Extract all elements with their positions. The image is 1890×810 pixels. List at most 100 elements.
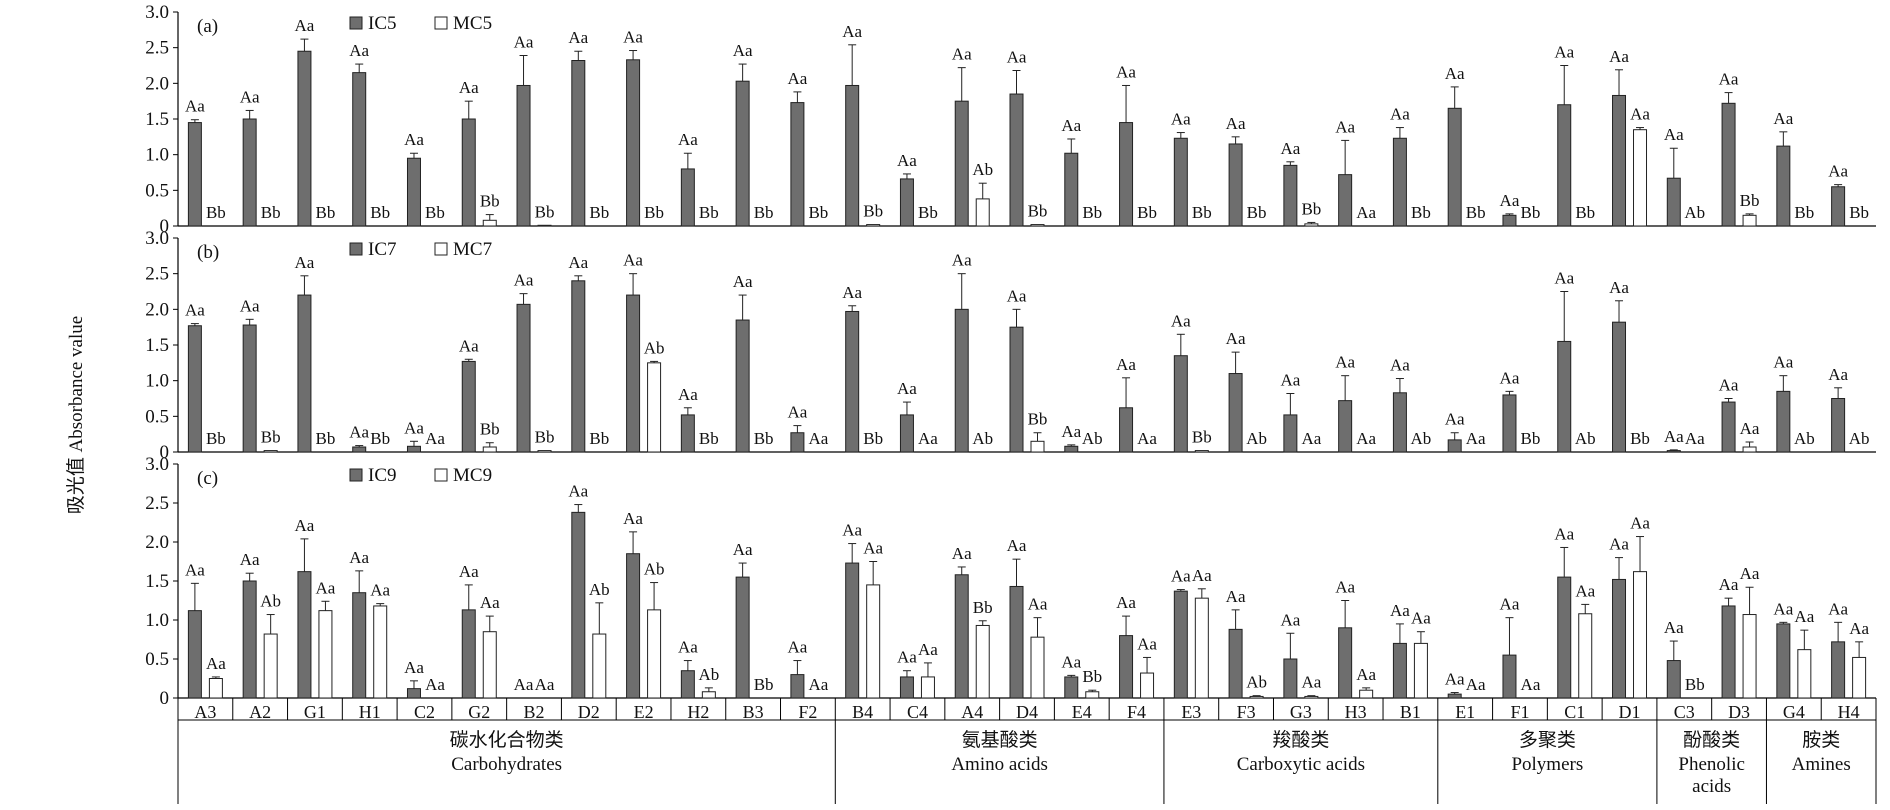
bar xyxy=(1228,143,1243,227)
bar xyxy=(1140,672,1155,699)
data-label: Aa xyxy=(240,550,260,569)
data-label: Aa xyxy=(1664,427,1684,446)
data-label: Aa xyxy=(678,385,698,404)
data-label: Aa xyxy=(1500,595,1520,614)
bar xyxy=(592,633,607,699)
data-label: Bb xyxy=(589,203,609,222)
data-label: Bb xyxy=(316,429,336,448)
data-label: Bb xyxy=(699,203,719,222)
y-tick-label: 2.5 xyxy=(145,493,169,514)
data-label: Aa xyxy=(1828,162,1848,181)
bar xyxy=(1557,576,1572,699)
data-label: Aa xyxy=(1116,355,1136,374)
data-label: Bb xyxy=(973,598,993,617)
legend-label-ic: IC7 xyxy=(368,239,397,260)
bar xyxy=(680,168,695,227)
bar xyxy=(1064,445,1079,453)
data-label: Bb xyxy=(644,203,664,222)
bar xyxy=(1742,614,1757,699)
bar xyxy=(208,678,223,699)
data-label: Aa xyxy=(1061,116,1081,135)
data-label: Aa xyxy=(787,403,807,422)
data-label: Aa xyxy=(1171,311,1191,330)
y-tick-label: 1.5 xyxy=(145,335,169,356)
bar xyxy=(1304,695,1319,699)
data-label: Aa xyxy=(1280,610,1300,629)
bar xyxy=(954,574,969,699)
data-label: Bb xyxy=(863,202,883,221)
y-tick-label: 1.5 xyxy=(145,109,169,130)
data-label: Aa xyxy=(897,151,917,170)
bar xyxy=(1831,398,1846,453)
data-label: Aa xyxy=(1390,105,1410,124)
y-tick-label: 1.0 xyxy=(145,371,169,392)
data-label: Aa xyxy=(1740,419,1760,438)
bar xyxy=(735,576,750,699)
bar xyxy=(1502,394,1517,453)
bar xyxy=(1797,649,1812,699)
bar xyxy=(187,325,202,453)
bar xyxy=(1721,401,1736,453)
data-label: Bb xyxy=(1137,203,1157,222)
data-label: Bb xyxy=(1028,202,1048,221)
data-label: Aa xyxy=(897,379,917,398)
bar xyxy=(1009,585,1024,699)
data-label: Aa xyxy=(1335,353,1355,372)
bar xyxy=(1666,177,1681,227)
bar xyxy=(242,580,257,699)
data-label: Bb xyxy=(1575,203,1595,222)
data-label: Aa xyxy=(1116,593,1136,612)
data-label: Bb xyxy=(918,203,938,222)
bar xyxy=(242,324,257,453)
data-label: Aa xyxy=(568,482,588,501)
x-tick-label: A4 xyxy=(961,702,983,722)
bar xyxy=(1283,164,1298,227)
bar xyxy=(626,59,641,227)
x-tick-label: E3 xyxy=(1181,702,1201,722)
data-label: Aa xyxy=(240,296,260,315)
y-tick-label: 0.5 xyxy=(145,180,169,201)
bar xyxy=(866,224,881,227)
data-label: Aa xyxy=(918,640,938,659)
data-label: Aa xyxy=(535,675,555,694)
data-label: Bb xyxy=(370,429,390,448)
x-tick-label: B2 xyxy=(524,702,545,722)
data-label: Aa xyxy=(1390,601,1410,620)
bar xyxy=(735,319,750,453)
data-label: Aa xyxy=(733,272,753,291)
data-label: Aa xyxy=(1445,410,1465,429)
data-label: Ab xyxy=(1246,673,1267,692)
data-label: Aa xyxy=(514,675,534,694)
data-label: Aa xyxy=(1575,581,1595,600)
data-label: Aa xyxy=(1335,117,1355,136)
bar xyxy=(626,294,641,453)
group-label-en-line: Phenolic xyxy=(1678,754,1745,775)
bar xyxy=(482,219,497,227)
data-label: Aa xyxy=(787,69,807,88)
bar xyxy=(187,610,202,699)
data-label: Aa xyxy=(1028,595,1048,614)
y-axis-label: 吸光值 Absorbance value xyxy=(65,316,87,514)
y-tick-label: 2.5 xyxy=(145,264,169,285)
bar xyxy=(318,610,333,699)
data-label: Aa xyxy=(842,283,862,302)
data-label: Aa xyxy=(1849,619,1869,638)
data-label: Aa xyxy=(1226,114,1246,133)
data-label: Bb xyxy=(370,203,390,222)
bar xyxy=(263,450,278,453)
legend-swatch-mc xyxy=(434,242,448,256)
data-label: Aa xyxy=(1171,567,1191,586)
data-label: Aa xyxy=(425,675,445,694)
data-label: Aa xyxy=(1445,670,1465,689)
data-label: Aa xyxy=(1061,652,1081,671)
data-label: Bb xyxy=(1466,203,1486,222)
panel-label: (c) xyxy=(197,468,218,489)
x-tick-label: C2 xyxy=(414,702,435,722)
data-label: Aa xyxy=(733,540,753,559)
bar xyxy=(954,308,969,453)
bar xyxy=(352,72,367,227)
bar xyxy=(1359,689,1374,699)
data-label: Ab xyxy=(644,338,665,357)
data-label: Bb xyxy=(1247,203,1267,222)
data-label: Aa xyxy=(480,593,500,612)
